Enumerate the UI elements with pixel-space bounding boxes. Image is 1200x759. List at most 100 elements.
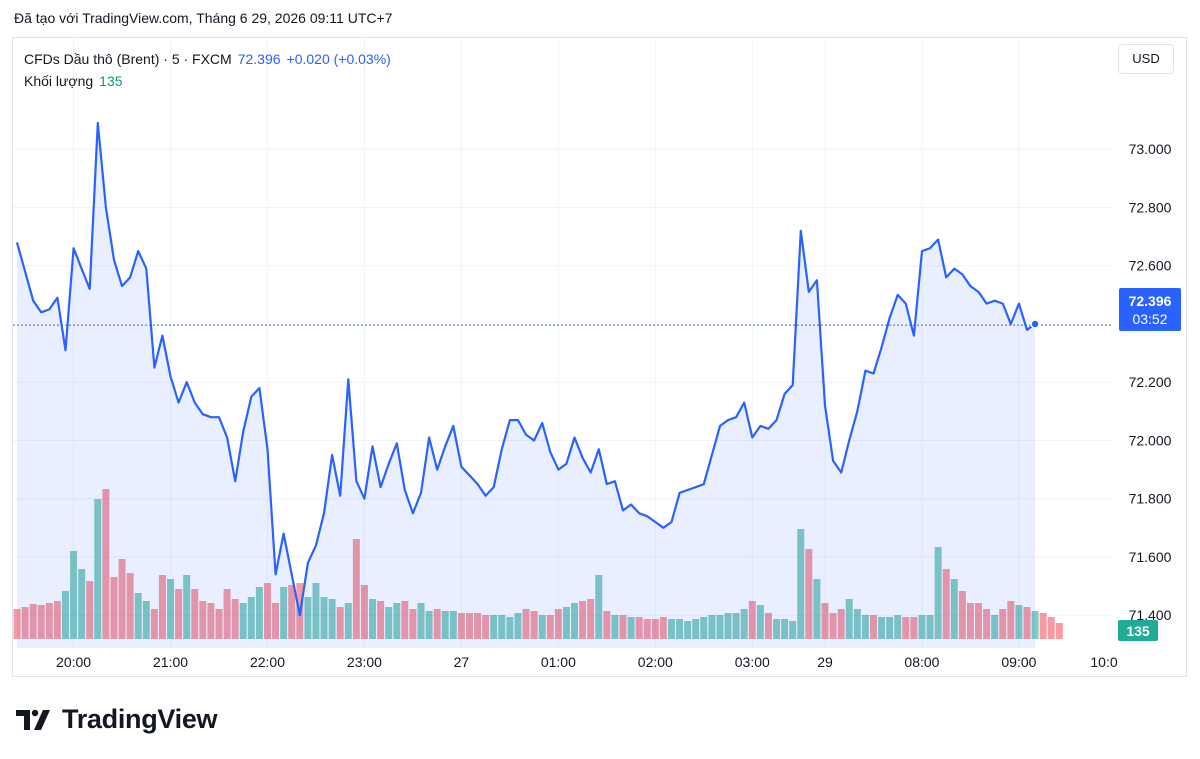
volume-bar	[595, 575, 603, 639]
volume-bar	[175, 589, 183, 639]
volume-bar	[886, 617, 894, 639]
time-tick-label: 01:00	[541, 654, 576, 670]
price-value: 72.396	[237, 51, 281, 67]
last-price-badge: 72.396 03:52	[1119, 288, 1181, 331]
volume-bar	[700, 617, 708, 639]
volume-bar	[417, 603, 425, 639]
volume-bar	[667, 619, 675, 639]
volume-bar	[958, 591, 966, 639]
volume-bar	[692, 619, 700, 639]
price-tick-label: 72.800	[1129, 199, 1172, 215]
volume-bar	[845, 599, 853, 639]
volume-bar	[433, 609, 441, 639]
volume-bar	[61, 591, 69, 639]
volume-bar	[142, 601, 150, 639]
volume-bar	[191, 589, 199, 639]
volume-bar	[926, 615, 934, 639]
volume-bar	[118, 559, 126, 639]
volume-bar	[482, 615, 490, 639]
volume-bar	[86, 581, 94, 639]
time-tick-label: 20:00	[56, 654, 91, 670]
volume-bar	[288, 585, 296, 639]
symbol-name[interactable]: CFDs Dầu thô (Brent) · 5 · FXCM	[24, 51, 232, 67]
volume-bar	[740, 609, 748, 639]
volume-row: Khối lượng 135	[24, 70, 391, 92]
volume-bar	[239, 603, 247, 639]
volume-bar	[716, 615, 724, 639]
volume-bar	[538, 615, 546, 639]
volume-bar	[748, 601, 756, 639]
volume-bar	[579, 601, 587, 639]
volume-bar	[126, 573, 134, 639]
volume-bar	[167, 579, 175, 639]
volume-bar	[813, 579, 821, 639]
price-tick-label: 72.200	[1129, 374, 1172, 390]
price-tick-label: 71.400	[1129, 607, 1172, 623]
time-tick-label: 29	[817, 654, 833, 670]
volume-bar	[150, 609, 158, 639]
volume-bar	[207, 603, 215, 639]
volume-bar	[514, 613, 522, 639]
volume-bar	[789, 621, 797, 639]
volume-bar	[474, 613, 482, 639]
volume-bar	[304, 597, 312, 639]
price-line	[15, 121, 1036, 617]
volume-badge: 135	[1118, 620, 1158, 641]
volume-bar	[1031, 611, 1039, 639]
volume-badge-label: 135	[1126, 623, 1150, 639]
time-tick-label: 21:00	[153, 654, 188, 670]
volume-bar	[409, 609, 417, 639]
currency-button[interactable]: USD	[1118, 44, 1174, 74]
time-tick-label: 09:00	[1001, 654, 1036, 670]
volume-bar	[910, 617, 918, 639]
volume-bar	[506, 617, 514, 639]
volume-bar	[562, 607, 570, 639]
volume-bar	[950, 579, 958, 639]
volume-bar	[1015, 605, 1023, 639]
volume-bar	[328, 599, 336, 639]
time-tick-label: 10:0	[1090, 654, 1117, 670]
volume-bar	[1047, 617, 1055, 639]
volume-bar	[385, 607, 393, 639]
price-tick-label: 71.800	[1129, 491, 1172, 507]
volume-bar	[603, 611, 611, 639]
volume-bar	[894, 615, 902, 639]
volume-bar	[756, 605, 764, 639]
time-axis: 20:00 21:00 22:00 23:00 27 01:00 02:00 03:00 29 0…	[56, 654, 1118, 670]
tradingview-logo-icon	[16, 709, 50, 730]
volume-bar	[764, 613, 772, 639]
volume-bar	[263, 583, 271, 639]
volume-bar	[651, 619, 659, 639]
volume-bar	[223, 589, 231, 639]
volume-bar	[199, 601, 207, 639]
tradingview-logo[interactable]: TradingView	[16, 704, 218, 735]
volume-bar	[861, 615, 869, 639]
volume-bar	[829, 613, 837, 639]
volume-bar	[53, 601, 61, 639]
volume-label[interactable]: Khối lượng	[24, 73, 94, 89]
time-tick-label: 03:00	[735, 654, 770, 670]
volume-bar	[255, 587, 263, 639]
volume-bar	[1055, 623, 1063, 639]
volume-bar	[869, 615, 877, 639]
last-price-dot	[1030, 319, 1040, 329]
volume-bar	[377, 601, 385, 639]
volume-bar	[465, 613, 473, 639]
volume-bar	[821, 603, 829, 639]
volume-bar	[352, 539, 360, 639]
chart-frame	[12, 37, 1187, 677]
volume-bar	[966, 603, 974, 639]
volume-bar	[522, 609, 530, 639]
volume-bar	[369, 599, 377, 639]
time-tick-label: 02:00	[638, 654, 673, 670]
volume-bar	[805, 549, 813, 639]
volume-bar	[611, 615, 619, 639]
volume-bar	[312, 583, 320, 639]
volume-bar	[732, 613, 740, 639]
volume-bar	[457, 613, 465, 639]
volume-bar	[449, 611, 457, 639]
volume-bar	[441, 611, 449, 639]
volume-bar	[336, 607, 344, 639]
volume-bar	[183, 575, 191, 639]
